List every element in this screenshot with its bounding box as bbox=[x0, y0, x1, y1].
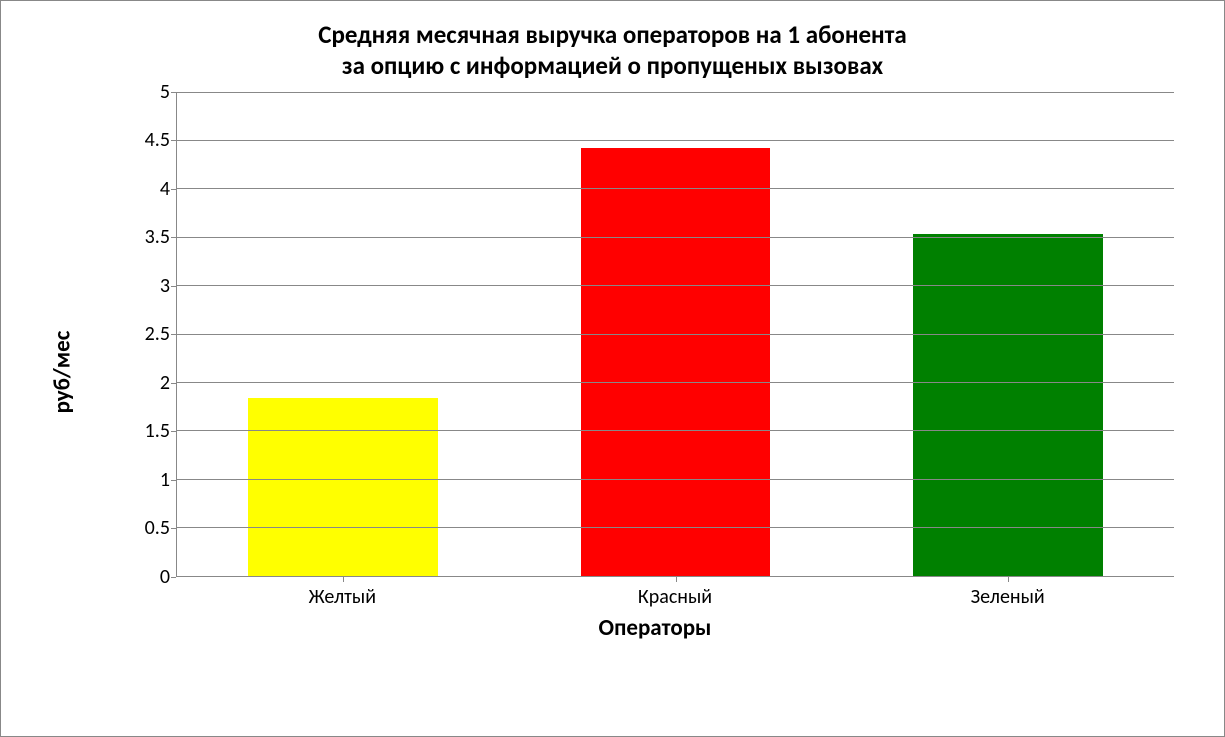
gridline bbox=[177, 479, 1174, 480]
x-tick-label: Желтый bbox=[176, 585, 509, 609]
y-tick-label: 3 bbox=[130, 274, 170, 298]
x-tick-label: Зеленый bbox=[841, 585, 1174, 609]
y-tick-mark bbox=[171, 92, 176, 93]
gridline bbox=[177, 188, 1174, 189]
gridline bbox=[177, 430, 1174, 431]
gridline bbox=[177, 237, 1174, 238]
gridline bbox=[177, 334, 1174, 335]
x-tick-mark bbox=[1008, 576, 1009, 582]
y-tick-label: 4 bbox=[130, 177, 170, 201]
gridline bbox=[177, 92, 1174, 93]
gridline bbox=[177, 140, 1174, 141]
gridline bbox=[177, 285, 1174, 286]
y-tick-mark bbox=[171, 480, 176, 481]
y-tick-label: 2 bbox=[130, 371, 170, 395]
y-axis-label: руб/мес bbox=[48, 330, 76, 413]
y-tick-mark bbox=[171, 383, 176, 384]
y-tick-mark bbox=[171, 140, 176, 141]
chart-title-line-2: за опцию с информацией о пропущеных вызо… bbox=[342, 50, 883, 81]
y-tick-label: 1.5 bbox=[130, 419, 170, 443]
y-tick-mark bbox=[171, 334, 176, 335]
bar bbox=[581, 148, 770, 576]
x-labels: ЖелтыйКрасныйЗеленый bbox=[176, 585, 1174, 609]
chart-title: Средняя месячная выручка операторов на 1… bbox=[26, 19, 1199, 82]
y-tick-label: 1 bbox=[130, 468, 170, 492]
gridline bbox=[177, 527, 1174, 528]
x-tick-label: Красный bbox=[509, 585, 842, 609]
chart-title-line-1: Средняя месячная выручка операторов на 1… bbox=[318, 19, 907, 50]
x-axis-label: Операторы bbox=[136, 614, 1174, 642]
x-tick-mark bbox=[343, 576, 344, 582]
y-tick-label: 0.5 bbox=[130, 516, 170, 540]
x-tick-mark bbox=[676, 576, 677, 582]
y-tick-label: 3.5 bbox=[130, 225, 170, 249]
y-tick-label: 2.5 bbox=[130, 322, 170, 346]
gridline bbox=[177, 382, 1174, 383]
y-tick-mark bbox=[171, 189, 176, 190]
y-tick-mark bbox=[171, 577, 176, 578]
y-tick-label: 5 bbox=[130, 80, 170, 104]
y-tick-label: 0 bbox=[130, 565, 170, 589]
chart-body: руб/мес ЖелтыйКрасныйЗеленый 00.511.522.… bbox=[26, 92, 1199, 652]
y-tick-mark bbox=[171, 237, 176, 238]
plot-area bbox=[176, 92, 1174, 577]
plot-wrapper: ЖелтыйКрасныйЗеленый 00.511.522.533.544.… bbox=[136, 92, 1174, 577]
chart-container: Средняя месячная выручка операторов на 1… bbox=[0, 0, 1225, 737]
bar bbox=[248, 398, 437, 575]
y-tick-mark bbox=[171, 431, 176, 432]
y-tick-mark bbox=[171, 286, 176, 287]
y-tick-mark bbox=[171, 528, 176, 529]
y-tick-label: 4.5 bbox=[130, 128, 170, 152]
